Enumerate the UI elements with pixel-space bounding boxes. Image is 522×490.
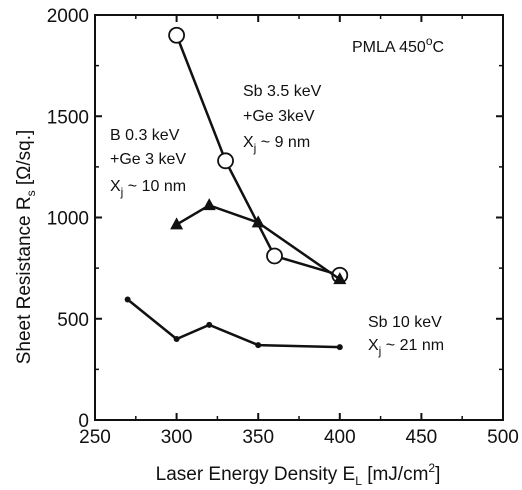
y-tick-label: 2000 <box>47 6 89 27</box>
annotation-sb-3-5kev: Sb 3.5 keV +Ge 3keV Xj ~ 9 nm <box>243 83 322 155</box>
data-point-dot <box>124 296 131 303</box>
annotation-sb-10kev: Sb 10 keV Xj ~ 21 nm <box>368 314 444 358</box>
x-axis-title: Laser Energy Density EL [mJ/cm2] <box>156 461 441 488</box>
y-axis-title: Sheet Resistance Rs [Ω/sq.] <box>14 130 38 365</box>
data-point-triangle <box>202 198 216 211</box>
series-line <box>126 298 340 349</box>
data-point-dot <box>173 336 180 342</box>
annotation-b03-line3: Xj ~ 10 nm <box>110 178 186 199</box>
y-tick-label: 500 <box>57 310 89 331</box>
x-axis-ticks: 250 300 350 400 450 500 <box>79 15 519 448</box>
data-point-circle <box>266 247 283 265</box>
series-line <box>175 203 341 281</box>
annotation-sb10-line2: Xj ~ 21 nm <box>368 337 444 358</box>
series-small-dot <box>124 296 343 351</box>
series-line <box>175 34 341 277</box>
y-axis-ticks: 0 500 1000 1500 2000 <box>47 6 503 432</box>
y-tick-label: 0 <box>78 411 89 432</box>
y-tick-label: 1000 <box>47 209 89 230</box>
data-point-triangle <box>251 215 265 228</box>
annotation-sb10-line1: Sb 10 keV <box>368 314 442 331</box>
x-tick-label: 450 <box>406 427 438 448</box>
series-filled-triangle <box>170 198 347 285</box>
annotation-b03-line2: +Ge 3 keV <box>110 151 186 168</box>
y-tick-label: 1500 <box>47 107 89 128</box>
annotation-pmla: PMLA 450oC <box>352 34 444 56</box>
data-point-dot <box>206 321 213 328</box>
x-tick-label: 500 <box>487 427 519 448</box>
data-point-circle <box>217 152 234 170</box>
series-open-circle <box>168 26 349 284</box>
data-series <box>124 26 349 351</box>
data-point-triangle <box>333 272 347 285</box>
x-tick-label: 300 <box>161 427 193 448</box>
data-point-triangle <box>170 217 184 230</box>
data-point-dot <box>336 344 343 351</box>
data-point-circle <box>168 26 186 44</box>
data-point-dot <box>255 342 262 349</box>
annotation-sb35-line1: Sb 3.5 keV <box>243 83 322 100</box>
x-tick-label: 400 <box>324 427 356 448</box>
annotation-sb35-line3: Xj ~ 9 nm <box>243 134 310 155</box>
annotation-b-0-3kev: B 0.3 keV +Ge 3 keV Xj ~ 10 nm <box>110 127 186 199</box>
annotation-b03-line1: B 0.3 keV <box>110 127 180 144</box>
annotation-sb35-line2: +Ge 3keV <box>243 108 315 125</box>
x-tick-label: 350 <box>242 427 274 448</box>
plot-frame <box>94 14 504 421</box>
x-tick-label: 250 <box>79 427 111 448</box>
